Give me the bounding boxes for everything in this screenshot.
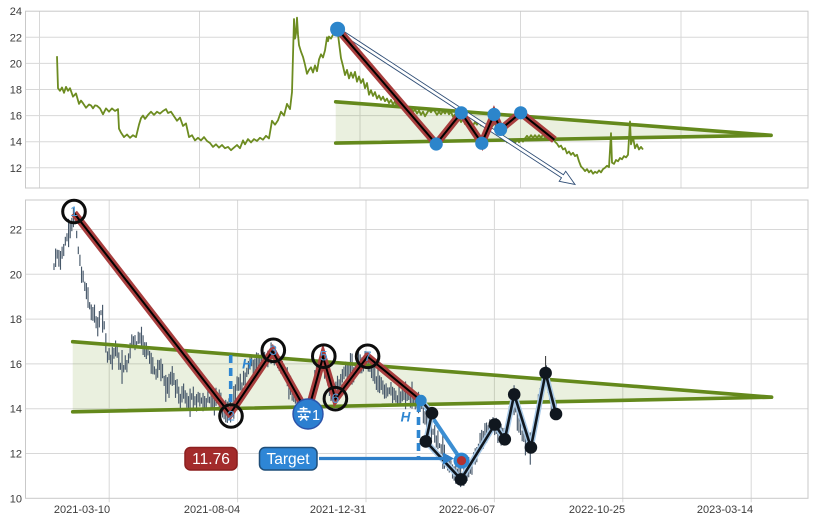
svg-text:12: 12	[10, 449, 22, 461]
svg-text:18: 18	[10, 85, 22, 97]
svg-text:1: 1	[70, 203, 78, 219]
svg-text:16: 16	[10, 359, 22, 371]
svg-text:12: 12	[10, 163, 22, 175]
svg-text:11.76: 11.76	[192, 451, 230, 468]
svg-text:20: 20	[10, 58, 22, 70]
svg-text:22: 22	[10, 32, 22, 44]
svg-text:3: 3	[269, 342, 277, 358]
svg-text:H: H	[401, 410, 411, 425]
svg-text:14: 14	[10, 404, 22, 416]
svg-text:20: 20	[10, 269, 22, 281]
svg-text:2022-10-25: 2022-10-25	[569, 504, 625, 516]
svg-text:2021-03-10: 2021-03-10	[54, 504, 110, 516]
svg-text:2022-06-07: 2022-06-07	[439, 504, 495, 516]
svg-text:2: 2	[227, 408, 235, 424]
svg-text:2023-03-14: 2023-03-14	[697, 504, 753, 516]
svg-text:22: 22	[10, 225, 22, 237]
svg-text:16: 16	[10, 111, 22, 123]
svg-text:6: 6	[332, 390, 340, 406]
svg-text:18: 18	[10, 314, 22, 326]
svg-text:14: 14	[10, 137, 22, 149]
svg-text:5: 5	[320, 348, 328, 364]
svg-text:2021-08-04: 2021-08-04	[184, 504, 240, 516]
svg-text:24: 24	[10, 6, 22, 18]
svg-text:10: 10	[10, 493, 22, 505]
svg-text:1: 1	[312, 408, 320, 424]
svg-text:Target: Target	[266, 451, 310, 468]
svg-text:H: H	[242, 357, 252, 372]
svg-text:7: 7	[364, 348, 372, 364]
svg-text:2021-12-31: 2021-12-31	[310, 504, 366, 516]
